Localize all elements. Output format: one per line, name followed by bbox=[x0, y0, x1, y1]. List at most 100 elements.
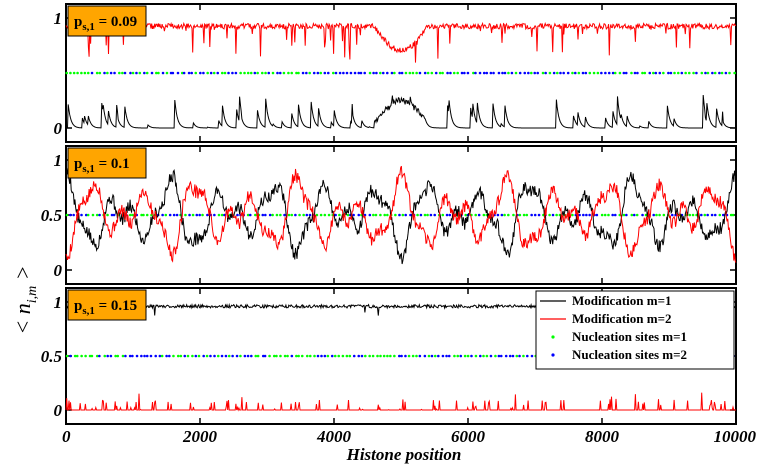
nucleation-point-m1 bbox=[250, 72, 253, 75]
nucleation-point-m2 bbox=[533, 72, 536, 75]
nucleation-point-m1 bbox=[393, 72, 396, 75]
nucleation-point-m2 bbox=[492, 72, 495, 75]
nucleation-point-m2 bbox=[461, 72, 464, 75]
y-tick-label: 0 bbox=[54, 261, 63, 280]
nucleation-point-m2 bbox=[501, 214, 504, 217]
nucleation-point-m2 bbox=[711, 72, 714, 75]
nucleation-point-m2 bbox=[154, 355, 157, 358]
nucleation-point-m1 bbox=[334, 355, 337, 358]
nucleation-point-m2 bbox=[261, 214, 264, 217]
nucleation-point-m2 bbox=[437, 355, 440, 358]
nucleation-point-m2 bbox=[143, 355, 146, 358]
nucleation-point-m2 bbox=[159, 355, 162, 358]
nucleation-point-m1 bbox=[467, 355, 470, 358]
nucleation-point-m2 bbox=[227, 72, 230, 75]
nucleation-point-m2 bbox=[276, 72, 279, 75]
nucleation-point-m2 bbox=[339, 72, 342, 75]
nucleation-point-m2 bbox=[72, 214, 75, 217]
nucleation-point-m2 bbox=[636, 72, 639, 75]
nucleation-point-m1 bbox=[688, 72, 691, 75]
nucleation-point-m1 bbox=[707, 72, 710, 75]
panel-1: 0 1 ps,1 = 0.09 bbox=[54, 4, 737, 142]
nucleation-point-m2 bbox=[110, 355, 113, 358]
nucleation-point-m2 bbox=[206, 214, 209, 217]
nucleation-point-m1 bbox=[523, 214, 526, 217]
nucleation-point-m2 bbox=[98, 214, 101, 217]
nucleation-point-m1 bbox=[91, 355, 94, 358]
nucleation-point-m2 bbox=[354, 72, 357, 75]
nucleation-point-m2 bbox=[474, 72, 477, 75]
x-tick-label: 8000 bbox=[585, 427, 620, 446]
nucleation-point-m1 bbox=[271, 214, 274, 217]
nucleation-point-m2 bbox=[183, 355, 186, 358]
nucleation-point-m2 bbox=[634, 72, 637, 75]
nucleation-point-m2 bbox=[369, 214, 372, 217]
legend-entry-label: Nucleation sites m=2 bbox=[572, 347, 687, 362]
nucleation-point-m2 bbox=[213, 355, 216, 358]
nucleation-point-m2 bbox=[317, 355, 320, 358]
nucleation-point-m1 bbox=[239, 72, 242, 75]
nucleation-point-m1 bbox=[619, 72, 622, 75]
nucleation-point-m1 bbox=[515, 72, 518, 75]
nucleation-point-m2 bbox=[244, 355, 247, 358]
nucleation-point-m1 bbox=[116, 355, 119, 358]
nucleation-point-m2 bbox=[585, 72, 588, 75]
nucleation-point-m2 bbox=[448, 355, 451, 358]
nucleation-point-m2 bbox=[140, 355, 143, 358]
nucleation-point-m1 bbox=[239, 355, 242, 358]
nucleation-point-m1 bbox=[92, 214, 95, 217]
nucleation-point-m2 bbox=[478, 214, 481, 217]
x-tick-label: 0 bbox=[62, 427, 71, 446]
nucleation-point-m2 bbox=[291, 355, 294, 358]
nucleation-point-m1 bbox=[376, 355, 379, 358]
nucleation-point-m1 bbox=[301, 355, 304, 358]
nucleation-point-m2 bbox=[176, 214, 179, 217]
nucleation-point-m1 bbox=[268, 355, 271, 358]
nucleation-point-m2 bbox=[129, 355, 132, 358]
nucleation-point-m1 bbox=[692, 72, 695, 75]
y-tick-label: 0.5 bbox=[41, 347, 63, 366]
nucleation-point-m2 bbox=[526, 355, 529, 358]
nucleation-point-m1 bbox=[453, 72, 456, 75]
nucleation-point-m2 bbox=[264, 355, 267, 358]
nucleation-point-m2 bbox=[490, 355, 493, 358]
nucleation-point-m2 bbox=[633, 214, 636, 217]
nucleation-point-m1 bbox=[286, 355, 289, 358]
nucleation-point-m2 bbox=[512, 355, 515, 358]
nucleation-point-m1 bbox=[349, 355, 352, 358]
nucleation-point-m1 bbox=[578, 72, 581, 75]
x-axis-title: Histone position bbox=[346, 445, 462, 464]
nucleation-point-m1 bbox=[597, 72, 600, 75]
nucleation-point-m1 bbox=[80, 355, 83, 358]
nucleation-point-m1 bbox=[103, 355, 106, 358]
nucleation-point-m2 bbox=[327, 72, 330, 75]
nucleation-point-m2 bbox=[419, 72, 422, 75]
y-axis-title-main: < n bbox=[10, 303, 35, 334]
nucleation-point-m1 bbox=[383, 214, 386, 217]
nucleation-point-m2 bbox=[294, 214, 297, 217]
nucleation-point-m1 bbox=[623, 214, 626, 217]
nucleation-point-m1 bbox=[118, 72, 121, 75]
nucleation-point-m1 bbox=[106, 214, 109, 217]
nucleation-point-m1 bbox=[279, 214, 282, 217]
nucleation-point-m1 bbox=[589, 72, 592, 75]
nucleation-point-m2 bbox=[398, 214, 401, 217]
y-axis-title-sub: i,m bbox=[25, 286, 40, 304]
nucleation-point-m2 bbox=[446, 72, 449, 75]
panel-3: 00.51 ps,1 = 0.15 Modification m=1Modifica… bbox=[41, 288, 736, 424]
nucleation-point-m1 bbox=[138, 72, 141, 75]
nucleation-point-m1 bbox=[688, 214, 691, 217]
nucleation-point-m1 bbox=[415, 355, 418, 358]
nucleation-point-m2 bbox=[183, 72, 186, 75]
nucleation-point-m1 bbox=[297, 355, 300, 358]
nucleation-point-m1 bbox=[571, 72, 574, 75]
nucleation-point-m1 bbox=[84, 72, 87, 75]
nucleation-point-m2 bbox=[150, 355, 153, 358]
nucleation-point-m1 bbox=[641, 72, 644, 75]
nucleation-point-m1 bbox=[332, 72, 335, 75]
nucleation-point-m1 bbox=[198, 355, 201, 358]
legend-dot-swatch bbox=[551, 353, 554, 356]
nucleation-point-m2 bbox=[501, 72, 504, 75]
nucleation-point-m1 bbox=[733, 72, 736, 75]
nucleation-point-m2 bbox=[614, 214, 617, 217]
